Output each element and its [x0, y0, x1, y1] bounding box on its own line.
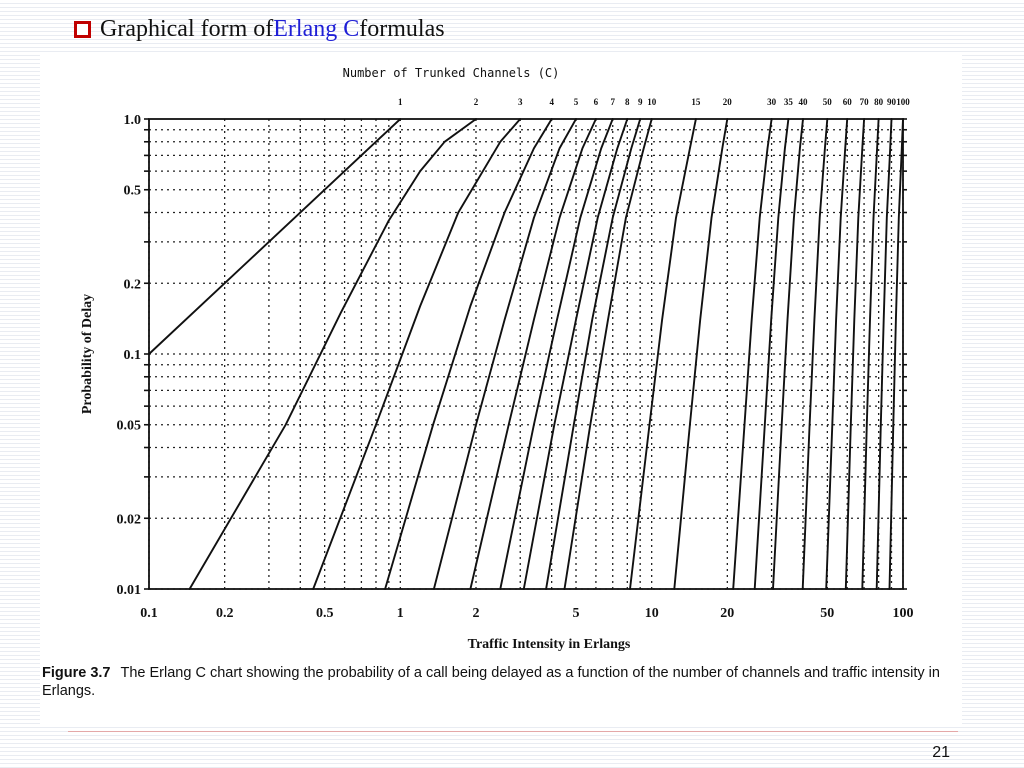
series-line-c50 — [801, 118, 829, 590]
series-line-c100 — [888, 118, 904, 590]
x-tick-label: 1 — [397, 606, 404, 621]
x-tick-label: 0.1 — [140, 606, 158, 621]
x-tick-label: 100 — [893, 606, 914, 621]
channel-label: 15 — [691, 97, 701, 107]
series-line-c15 — [629, 118, 697, 590]
y-tick-label: 0.1 — [124, 348, 142, 363]
page-number: 21 — [932, 744, 950, 761]
x-tick-label: 50 — [820, 606, 834, 621]
series-line-c60 — [825, 118, 849, 590]
channel-label: 70 — [860, 97, 870, 107]
series-line-c30 — [732, 118, 773, 590]
channel-label: 2 — [474, 97, 479, 107]
square-bullet-icon — [74, 20, 91, 38]
channel-label: 35 — [784, 97, 794, 107]
y-tick-label: 0.5 — [124, 184, 142, 199]
figure-label: Figure 3.7 — [42, 665, 111, 681]
channel-label: 10 — [647, 97, 657, 107]
x-tick-label: 20 — [720, 606, 734, 621]
channel-label: 3 — [518, 97, 523, 107]
series-line-c70 — [844, 118, 866, 590]
figure-caption-text: The Erlang C chart showing the probabili… — [42, 665, 940, 699]
channel-label: 50 — [823, 97, 833, 107]
x-tick-label: 2 — [473, 606, 480, 621]
series-line-c4 — [384, 118, 553, 590]
title-accent: Erlang C — [273, 15, 360, 42]
x-tick-label: 0.2 — [216, 606, 234, 621]
series-line-c90 — [875, 118, 893, 590]
channel-label: 30 — [767, 97, 777, 107]
y-tick-label: 0.01 — [117, 583, 142, 598]
erlang-c-chart: 1 2 3 4 5 6 7 8 9 10 15 20 30 35 40 50 60 70 80 90 100Number… — [80, 66, 914, 652]
y-tick-label: 1.0 — [124, 113, 142, 128]
series-line-c5 — [432, 118, 577, 590]
series-line-c3 — [312, 118, 522, 590]
series-line-c9 — [545, 118, 642, 590]
channel-label: 100 — [896, 97, 910, 107]
channel-label: 6 — [594, 97, 599, 107]
series-line-c20 — [673, 118, 729, 590]
channel-label: 1 — [398, 97, 403, 107]
series-line-c80 — [861, 118, 880, 590]
channel-label: 4 — [549, 97, 554, 107]
channel-label: 60 — [843, 97, 853, 107]
y-tick-label: 0.02 — [117, 512, 142, 527]
slide-title: Graphical form of Erlang C formulas — [74, 12, 445, 46]
channel-label: 7 — [610, 97, 615, 107]
title-suffix: formulas — [359, 15, 445, 42]
channel-label: 20 — [723, 97, 733, 107]
channel-label: 90 — [887, 97, 897, 107]
y-axis-label: Probability of Delay — [80, 294, 95, 414]
x-tick-label: 5 — [573, 606, 580, 621]
series-line-c40 — [772, 118, 804, 590]
figure-caption: Figure 3.7 The Erlang C chart showing the… — [42, 664, 962, 700]
figure-panel: 1 2 3 4 5 6 7 8 9 10 15 20 30 35 40 50 60 70 80 90 100 Number… — [40, 52, 962, 727]
channel-label: 8 — [625, 97, 630, 107]
series-line-c8 — [522, 118, 629, 590]
channel-label: 40 — [799, 97, 809, 107]
y-tick-label: 0.05 — [117, 419, 142, 434]
title-prefix: Graphical form of — [100, 15, 274, 42]
series-line-c2 — [188, 118, 477, 590]
series-line-c7 — [499, 118, 614, 590]
series-line-c6 — [469, 118, 597, 590]
footer-divider — [68, 731, 958, 732]
series-line-c35 — [753, 118, 790, 590]
series-lines — [148, 118, 904, 590]
series-line-c10 — [563, 118, 653, 590]
channel-label: 5 — [574, 97, 579, 107]
x-tick-label: 0.5 — [316, 606, 334, 621]
channel-label: 80 — [874, 97, 884, 107]
series-line-c1 — [148, 118, 402, 355]
x-axis-label: Traffic Intensity in Erlangs — [468, 637, 631, 652]
channel-label: 9 — [638, 97, 643, 107]
y-tick-label: 0.2 — [124, 277, 142, 292]
chart-title: Number of Trunked Channels (C) — [343, 66, 560, 80]
x-tick-label: 10 — [645, 606, 659, 621]
